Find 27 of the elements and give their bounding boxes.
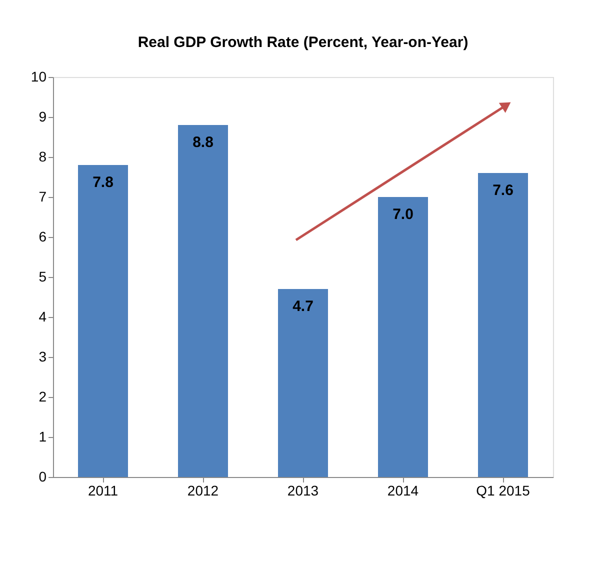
data-label: 7.0 xyxy=(392,206,414,223)
y-tick-label: 10 xyxy=(30,68,47,84)
y-tick-label: 5 xyxy=(38,268,47,284)
y-tick-label: 8 xyxy=(38,148,47,164)
bar xyxy=(178,125,228,477)
y-tick-label: 6 xyxy=(38,228,47,244)
chart-title: Real GDP Growth Rate (Percent, Year-on-Year) xyxy=(138,34,468,51)
y-tick-label: 0 xyxy=(38,468,47,484)
bar xyxy=(378,197,428,477)
x-tick-label: 2013 xyxy=(287,482,319,498)
y-tick-label: 4 xyxy=(38,308,47,324)
data-label: 7.6 xyxy=(492,182,514,199)
x-tick-label: Q1 2015 xyxy=(476,482,530,498)
data-label: 4.7 xyxy=(292,298,314,315)
y-tick-label: 7 xyxy=(38,188,47,204)
x-tick-label: 2011 xyxy=(88,482,118,498)
y-tick-label: 1 xyxy=(38,428,47,444)
y-tick-label: 2 xyxy=(38,388,47,404)
bar xyxy=(278,289,328,477)
x-tick-label: 2012 xyxy=(187,482,219,498)
data-label: 7.8 xyxy=(92,174,114,191)
y-tick-label: 9 xyxy=(38,108,47,124)
bar xyxy=(478,173,528,477)
bar xyxy=(78,165,128,477)
x-tick-label: 2014 xyxy=(387,482,419,498)
y-tick-label: 3 xyxy=(38,348,47,364)
data-label: 8.8 xyxy=(192,134,214,151)
